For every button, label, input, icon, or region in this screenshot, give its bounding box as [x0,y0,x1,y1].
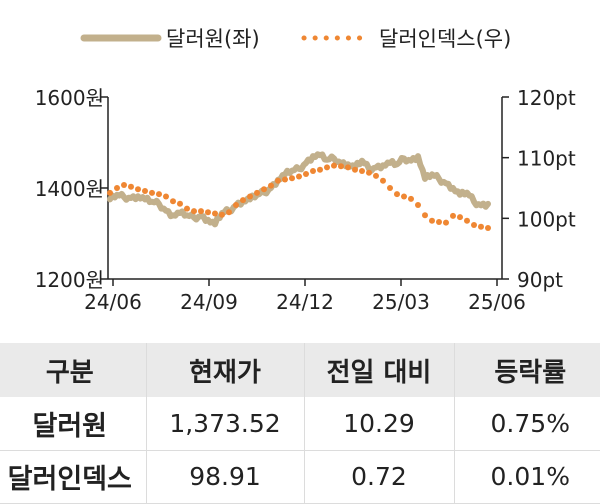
dollar-index-point [478,223,484,230]
dollar-index-point [156,191,162,198]
dollar-index-point [261,186,267,193]
dollar-index-point [289,175,295,182]
dollar-index-point [331,162,337,169]
dollar-index-point [233,202,239,208]
header-category: 구분 [45,357,94,388]
right-axis-tick-label: 110pt [517,147,576,171]
dollar-index-point [436,219,442,225]
dollar-index-point [450,212,456,219]
x-axis-tick-label: 24/09 [180,290,238,314]
dollar-index-point [429,217,435,224]
dollar-index-point [275,177,281,184]
axes: 1600원 1400원 1200원 120pt 110pt 100pt 90pt 24/06 2… [35,86,576,314]
dollar-index-point [303,171,309,177]
dollar-index-point [415,202,421,208]
legend: 달러원(좌) 달러인덱스(우) [80,27,511,51]
dollar-index-point [373,172,379,179]
dollar-index-point [359,168,365,174]
header-current-price: 현재가 [145,343,304,397]
dollar-index-point [128,183,134,190]
dollar-index-point [485,225,491,231]
dollar-index-point [198,208,204,215]
row-name: 달러인덱스 [0,450,146,504]
right-axis-tick-label: 90pt [517,268,563,292]
table-row: 달러인덱스 98.91 0.72 0.01% [0,450,600,504]
plot-lines [107,151,491,231]
row-name: 달러원 [0,397,146,451]
dollar-index-point [135,186,141,193]
dollar-index-point [121,182,127,188]
left-axis-tick-label: 1600원 [35,86,104,110]
row-current-price: 98.91 [145,450,304,504]
dollar-index-point [394,191,400,198]
dollar-index-point [317,166,323,173]
dollar-index-point [247,193,253,200]
dollar-index-point [324,164,330,171]
dollar-index-point [184,205,190,212]
price-table: 구분 현재가 전일 대비 등락률 달러원 1,373.52 10.29 0.75… [0,343,600,504]
row-change-rate: 0.75% [453,397,600,451]
legend-label-dollar-index: 달러인덱스(우) [379,27,511,51]
dollar-index-point [345,164,351,171]
dollar-index-point [205,209,211,216]
dollar-index-point [240,197,246,204]
dollar-index-point [464,217,470,224]
header-change: 전일 대비 [303,343,454,397]
series-line-usd-krw [107,151,491,228]
dollar-index-point [408,195,414,202]
dollar-index-point [282,176,288,183]
dollar-index-point [338,163,344,170]
row-change: 10.29 [303,397,454,451]
dollar-index-point [422,212,428,219]
header-change-rate: 등락률 [453,343,600,397]
dollar-index-point [268,182,274,189]
x-axis-tick-label: 24/12 [276,290,334,314]
dollar-index-point [387,185,393,191]
x-axis-tick-label: 25/06 [468,290,526,314]
dollar-index-point [219,211,225,218]
row-current-price: 1,373.52 [145,397,304,451]
dollar-index-point [296,173,302,180]
x-axis-tick-label: 25/03 [372,290,430,314]
dollar-index-point [107,189,113,196]
dollar-index-point [310,168,316,174]
dollar-index-point [177,200,183,207]
dollar-index-point [170,198,176,205]
left-axis-tick-label: 1400원 [35,177,104,201]
dollar-index-point [212,210,218,217]
row-change-rate: 0.01% [453,450,600,504]
dollar-index-point [401,193,407,200]
x-axis-tick-label: 24/06 [84,290,142,314]
row-change: 0.72 [303,450,454,504]
dollar-index-point [380,177,386,184]
dollar-index-point [226,209,232,216]
table-header-row: 구분 현재가 전일 대비 등락률 [0,343,600,397]
table-row: 달러원 1,373.52 10.29 0.75% [0,397,600,451]
dollar-index-point [352,166,358,173]
dollar-index-point [254,189,260,196]
dollar-index-point [457,214,463,221]
exchange-rate-chart: 달러원(좌) 달러인덱스(우) 1600원 1400원 1200원 120pt 110p… [35,27,576,314]
right-axis-tick-label: 100pt [517,207,576,231]
dollar-index-point [114,185,120,191]
legend-label-usd-krw: 달러원(좌) [166,27,260,51]
dollar-index-point [443,219,449,226]
dollar-index-point [191,208,197,215]
left-axis-tick-label: 1200원 [35,268,104,292]
dollar-index-point [149,189,155,196]
dollar-index-point [142,188,148,194]
dollar-index-point [366,169,372,176]
dollar-index-point [163,193,169,200]
dollar-index-point [471,222,477,228]
right-axis-tick-label: 120pt [517,86,576,110]
